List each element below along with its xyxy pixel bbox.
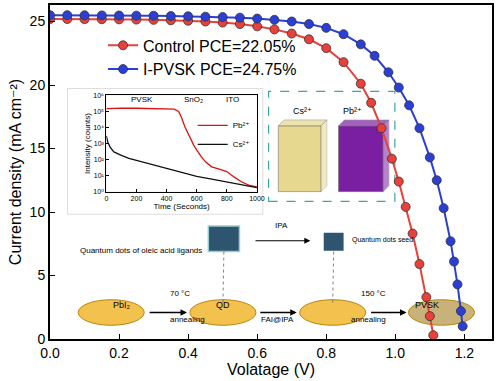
- svg-text:Pb²⁺: Pb²⁺: [343, 106, 362, 116]
- svg-text:10⁴: 10⁴: [93, 124, 104, 131]
- svg-text:15: 15: [30, 140, 46, 156]
- svg-text:Cs²⁺: Cs²⁺: [233, 140, 250, 149]
- svg-text:20: 20: [30, 77, 46, 93]
- svg-text:annealing: annealing: [170, 315, 205, 324]
- svg-text:PVSK: PVSK: [415, 300, 439, 310]
- svg-text:1.0: 1.0: [386, 345, 406, 361]
- svg-text:70 °C: 70 °C: [170, 289, 190, 298]
- svg-text:10⁵: 10⁵: [93, 108, 104, 115]
- svg-text:Control PCE=22.05%: Control PCE=22.05%: [143, 38, 296, 55]
- svg-text:10⁶: 10⁶: [93, 92, 104, 99]
- svg-text:1000: 1000: [249, 195, 265, 202]
- svg-text:0: 0: [104, 195, 108, 202]
- svg-text:0.4: 0.4: [178, 345, 198, 361]
- svg-text:10⁰: 10⁰: [93, 188, 104, 195]
- svg-text:Quantum dots seed: Quantum dots seed: [352, 236, 413, 244]
- svg-text:ITO: ITO: [226, 95, 239, 104]
- svg-text:PbI₂: PbI₂: [113, 300, 131, 310]
- svg-text:0.2: 0.2: [109, 345, 129, 361]
- svg-text:10: 10: [30, 204, 46, 220]
- svg-text:0.8: 0.8: [317, 345, 337, 361]
- svg-text:10¹: 10¹: [94, 172, 105, 179]
- svg-text:annealing: annealing: [351, 315, 386, 324]
- svg-text:25: 25: [30, 13, 46, 29]
- svg-text:0.6: 0.6: [247, 345, 267, 361]
- svg-text:PVSK: PVSK: [131, 95, 153, 104]
- svg-text:1.2: 1.2: [455, 345, 475, 361]
- svg-text:Pb²⁺: Pb²⁺: [233, 121, 250, 130]
- svg-text:5: 5: [37, 267, 45, 283]
- svg-text:Intensity (counts): Intensity (counts): [83, 113, 92, 174]
- svg-text:IPA: IPA: [275, 221, 288, 230]
- svg-text:200: 200: [131, 195, 143, 202]
- svg-text:Quantum dots of oleic acid lig: Quantum dots of oleic acid ligands: [80, 246, 202, 255]
- svg-text:SnO₂: SnO₂: [184, 95, 203, 104]
- svg-text:Volatage (V): Volatage (V): [227, 361, 315, 378]
- svg-text:QD: QD: [216, 300, 230, 310]
- svg-text:400: 400: [161, 195, 173, 202]
- svg-text:0: 0: [37, 331, 45, 347]
- svg-text:I-PVSK PCE=24.75%: I-PVSK PCE=24.75%: [143, 61, 296, 78]
- svg-text:10³: 10³: [94, 140, 105, 147]
- svg-text:Current density (mA cm⁻²): Current density (mA cm⁻²): [7, 79, 24, 265]
- svg-text:600: 600: [191, 195, 203, 202]
- svg-text:800: 800: [221, 195, 233, 202]
- svg-text:0.0: 0.0: [40, 345, 60, 361]
- svg-text:Time (Seconds): Time (Seconds): [154, 202, 211, 211]
- svg-text:10²: 10²: [94, 156, 105, 163]
- svg-text:Cs²⁺: Cs²⁺: [293, 106, 312, 116]
- svg-text:FAI@IPA: FAI@IPA: [261, 315, 294, 324]
- svg-text:150 °C: 150 °C: [361, 289, 386, 298]
